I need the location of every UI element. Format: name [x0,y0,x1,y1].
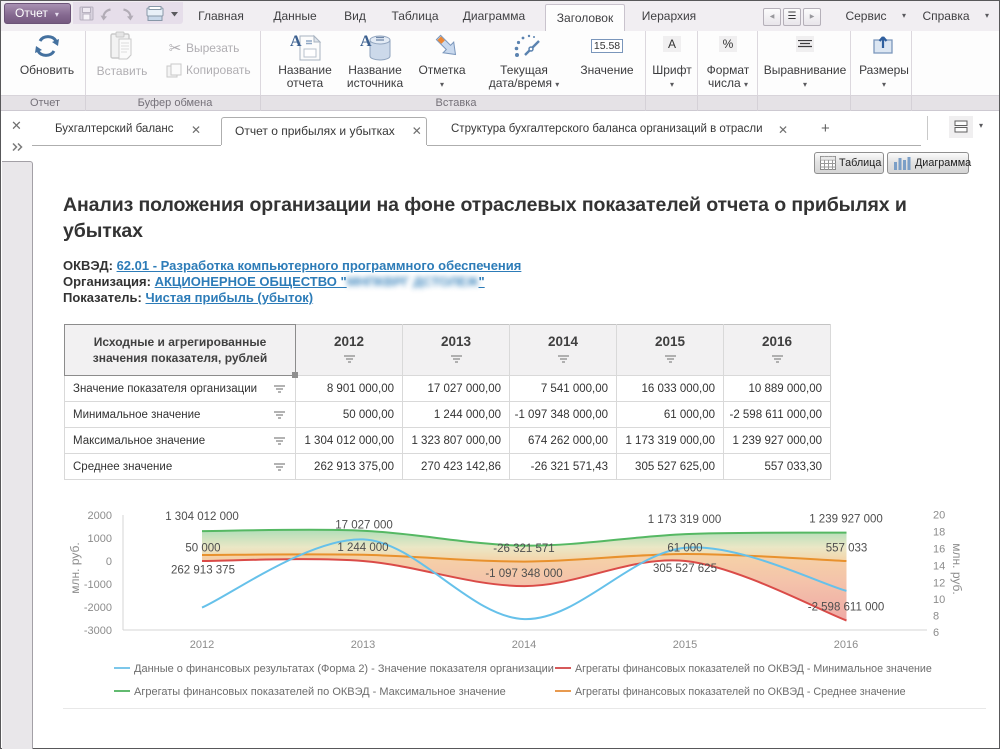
svg-text:20: 20 [933,510,945,522]
svg-text:A: A [360,33,372,50]
svg-text:-2000: -2000 [84,602,112,614]
svg-text:1 173 319 000: 1 173 319 000 [648,514,722,526]
svg-text:17 027 000: 17 027 000 [335,520,393,532]
svg-text:14: 14 [933,561,945,573]
svg-text:2016: 2016 [834,639,858,651]
svg-text:-26 321 571: -26 321 571 [493,543,554,555]
svg-text:6: 6 [933,627,939,639]
svg-text:2012: 2012 [190,639,214,651]
svg-text:557 033: 557 033 [826,543,868,555]
svg-text:A: A [290,33,302,50]
svg-text:-1 097 348 000: -1 097 348 000 [485,568,562,580]
svg-text:2015: 2015 [673,639,697,651]
svg-text:1 304 012 000: 1 304 012 000 [165,511,239,523]
svg-text:262 913 375: 262 913 375 [171,565,235,577]
svg-text:10: 10 [933,594,945,606]
svg-text:16: 16 [933,544,945,556]
svg-text:-3000: -3000 [84,625,112,637]
svg-text:12: 12 [933,578,945,590]
svg-text:305 527 625: 305 527 625 [653,563,717,575]
svg-text:2000: 2000 [88,510,112,522]
svg-text:2014: 2014 [512,639,536,651]
svg-text:0: 0 [106,556,112,568]
svg-text:8: 8 [933,611,939,623]
svg-text:млн. руб.: млн. руб. [950,543,964,594]
svg-text:-1000: -1000 [84,579,112,591]
svg-text:2013: 2013 [351,639,375,651]
svg-text:-2 598 611 000: -2 598 611 000 [808,602,885,614]
svg-text:1 239 927 000: 1 239 927 000 [809,514,883,526]
svg-text:1 244 000: 1 244 000 [337,542,388,554]
svg-text:млн. руб.: млн. руб. [68,542,82,593]
svg-text:1000: 1000 [88,533,112,545]
svg-text:61 000: 61 000 [667,543,702,555]
svg-text:18: 18 [933,527,945,539]
svg-text:50 000: 50 000 [185,543,220,555]
